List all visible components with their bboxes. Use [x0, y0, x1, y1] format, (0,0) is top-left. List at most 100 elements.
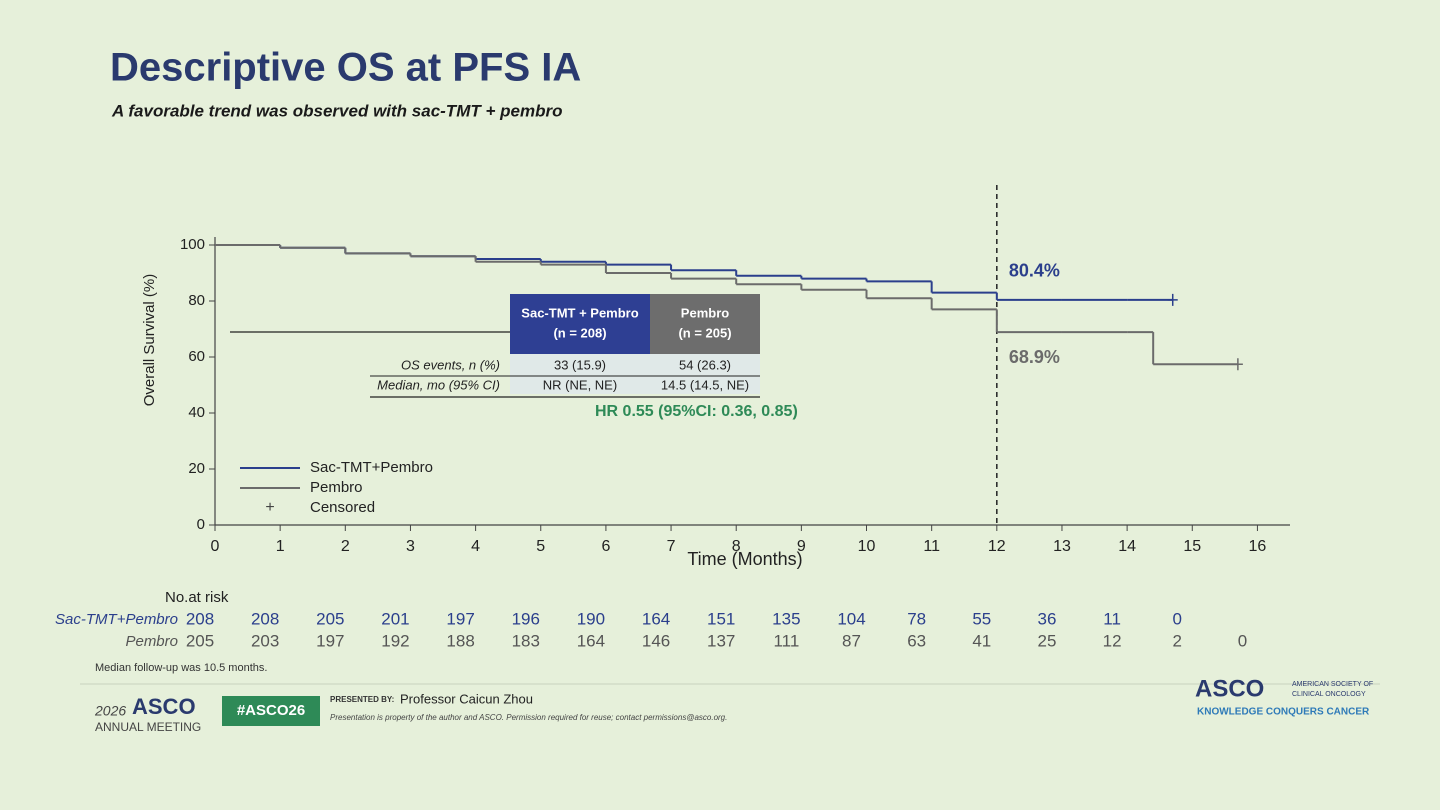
at-risk-count: 205: [316, 609, 344, 628]
y-tick-label: 80: [188, 292, 205, 309]
org-name: AMERICAN SOCIETY OF: [1292, 681, 1373, 688]
x-tick-label: 13: [1053, 538, 1071, 555]
at-risk-count: 135: [772, 609, 800, 628]
y-tick-label: 20: [188, 460, 205, 477]
at-risk-count: 63: [907, 631, 926, 650]
at-risk-count: 25: [1038, 631, 1057, 650]
at-risk-count: 201: [381, 609, 409, 628]
org-brand: ASCO: [1195, 675, 1264, 702]
at-risk-count: 78: [907, 609, 926, 628]
at-risk-count: 205: [186, 631, 214, 650]
at-risk-count: 164: [577, 631, 605, 650]
tagline: KNOWLEDGE CONQUERS CANCER: [1197, 707, 1370, 718]
y-tick-label: 100: [180, 236, 205, 253]
at-risk-count: 208: [251, 609, 279, 628]
footer: 2026 ASCO ANNUAL MEETING #ASCO26 PRESENT…: [80, 675, 1380, 734]
x-tick-label: 9: [797, 538, 806, 555]
at-risk-count: 208: [186, 609, 214, 628]
x-tick-label: 1: [276, 538, 285, 555]
at-risk-count: 111: [773, 631, 799, 650]
censor-mark: [1232, 358, 1243, 371]
hazard-ratio: HR 0.55 (95%CI: 0.36, 0.85): [595, 403, 798, 420]
at-risk-count: 0: [1238, 631, 1247, 650]
table-cell: NR (NE, NE): [543, 377, 617, 392]
at-risk-count: 11: [1103, 609, 1121, 628]
x-tick-label: 11: [923, 538, 940, 555]
meeting-name: ANNUAL MEETING: [95, 720, 201, 734]
at-risk-count: 12: [1103, 631, 1122, 650]
at-risk-count: 0: [1173, 609, 1182, 628]
at-risk-count: 196: [512, 609, 540, 628]
footnote: Median follow-up was 10.5 months.: [95, 662, 267, 674]
x-tick-label: 6: [601, 538, 610, 555]
at-risk-count: 137: [707, 631, 735, 650]
x-tick-label: 15: [1183, 538, 1201, 555]
x-tick-label: 5: [536, 538, 545, 555]
at-risk-row-label: Pembro: [125, 633, 178, 650]
hashtag: #ASCO26: [237, 702, 305, 719]
at-risk-row-label: Sac-TMT+Pembro: [55, 611, 178, 628]
table-row-label: OS events, n (%): [401, 357, 500, 372]
subtitle: A favorable trend was observed with sac-…: [111, 101, 562, 120]
x-tick-label: 12: [988, 538, 1006, 555]
at-risk-title: No.at risk: [165, 589, 229, 606]
x-tick-label: 10: [858, 538, 876, 555]
annotation: 68.9%: [1009, 347, 1060, 367]
header-cell: [650, 294, 760, 354]
y-tick-label: 0: [197, 516, 205, 533]
presenter: Professor Caicun Zhou: [400, 691, 533, 706]
table-row-label: Median, mo (95% CI): [377, 377, 500, 392]
hashtag-badge: [222, 696, 320, 726]
x-axis-label: Time (Months): [687, 549, 802, 569]
at-risk-count: 55: [972, 609, 991, 628]
table-header: (n = 205): [678, 325, 731, 340]
at-risk-count: 203: [251, 631, 279, 650]
x-tick-label: 7: [667, 538, 676, 555]
meeting-year: 2026: [94, 703, 126, 719]
table-cell: 54 (26.3): [679, 357, 731, 372]
x-tick-label: 0: [211, 538, 220, 555]
table-cell: 33 (15.9): [554, 357, 606, 372]
at-risk-count: 192: [381, 631, 409, 650]
table-header: (n = 208): [553, 325, 606, 340]
summary-table: Sac-TMT + Pembro (n = 208) Pembro (n = 2…: [230, 294, 760, 398]
disclaimer: Presentation is property of the author a…: [330, 713, 727, 722]
x-tick-label: 8: [732, 538, 741, 555]
table-cell: 14.5 (14.5, NE): [661, 377, 749, 392]
at-risk-count: 146: [642, 631, 670, 650]
x-tick-label: 3: [406, 538, 415, 555]
x-tick-label: 16: [1249, 538, 1267, 555]
at-risk-count: 41: [972, 631, 991, 650]
censor-mark: [1167, 293, 1178, 306]
at-risk-count: 188: [446, 631, 474, 650]
header-cell: [510, 294, 650, 354]
table-header: Sac-TMT + Pembro: [521, 305, 638, 320]
at-risk-count: 197: [316, 631, 344, 650]
table-header: Pembro: [681, 305, 729, 320]
legend-symbol: +: [265, 499, 274, 516]
y-axis-label: Overall Survival (%): [141, 274, 158, 407]
at-risk-count: 197: [446, 609, 474, 628]
at-risk-count: 151: [707, 609, 735, 628]
legend: Sac-TMT+Pembro Pembro + Censored: [240, 459, 433, 516]
body-cells: [510, 354, 760, 394]
legend-label: Sac-TMT+Pembro: [310, 459, 433, 476]
y-tick-label: 40: [188, 404, 205, 421]
at-risk-count: 190: [577, 609, 605, 628]
at-risk-count: 87: [842, 631, 861, 650]
presented-by: PRESENTED BY:: [330, 695, 394, 704]
x-tick-label: 2: [341, 538, 350, 555]
at-risk-count: 104: [837, 609, 865, 628]
at-risk-count: 183: [512, 631, 540, 650]
at-risk-count: 164: [642, 609, 670, 628]
legend-label: Pembro: [310, 479, 363, 496]
x-tick-label: 4: [471, 538, 480, 555]
annotation: 80.4%: [1009, 261, 1060, 281]
org-name: CLINICAL ONCOLOGY: [1292, 691, 1366, 698]
y-tick-label: 60: [188, 348, 205, 365]
title: Descriptive OS at PFS IA: [110, 46, 581, 90]
at-risk-count: 2: [1173, 631, 1182, 650]
